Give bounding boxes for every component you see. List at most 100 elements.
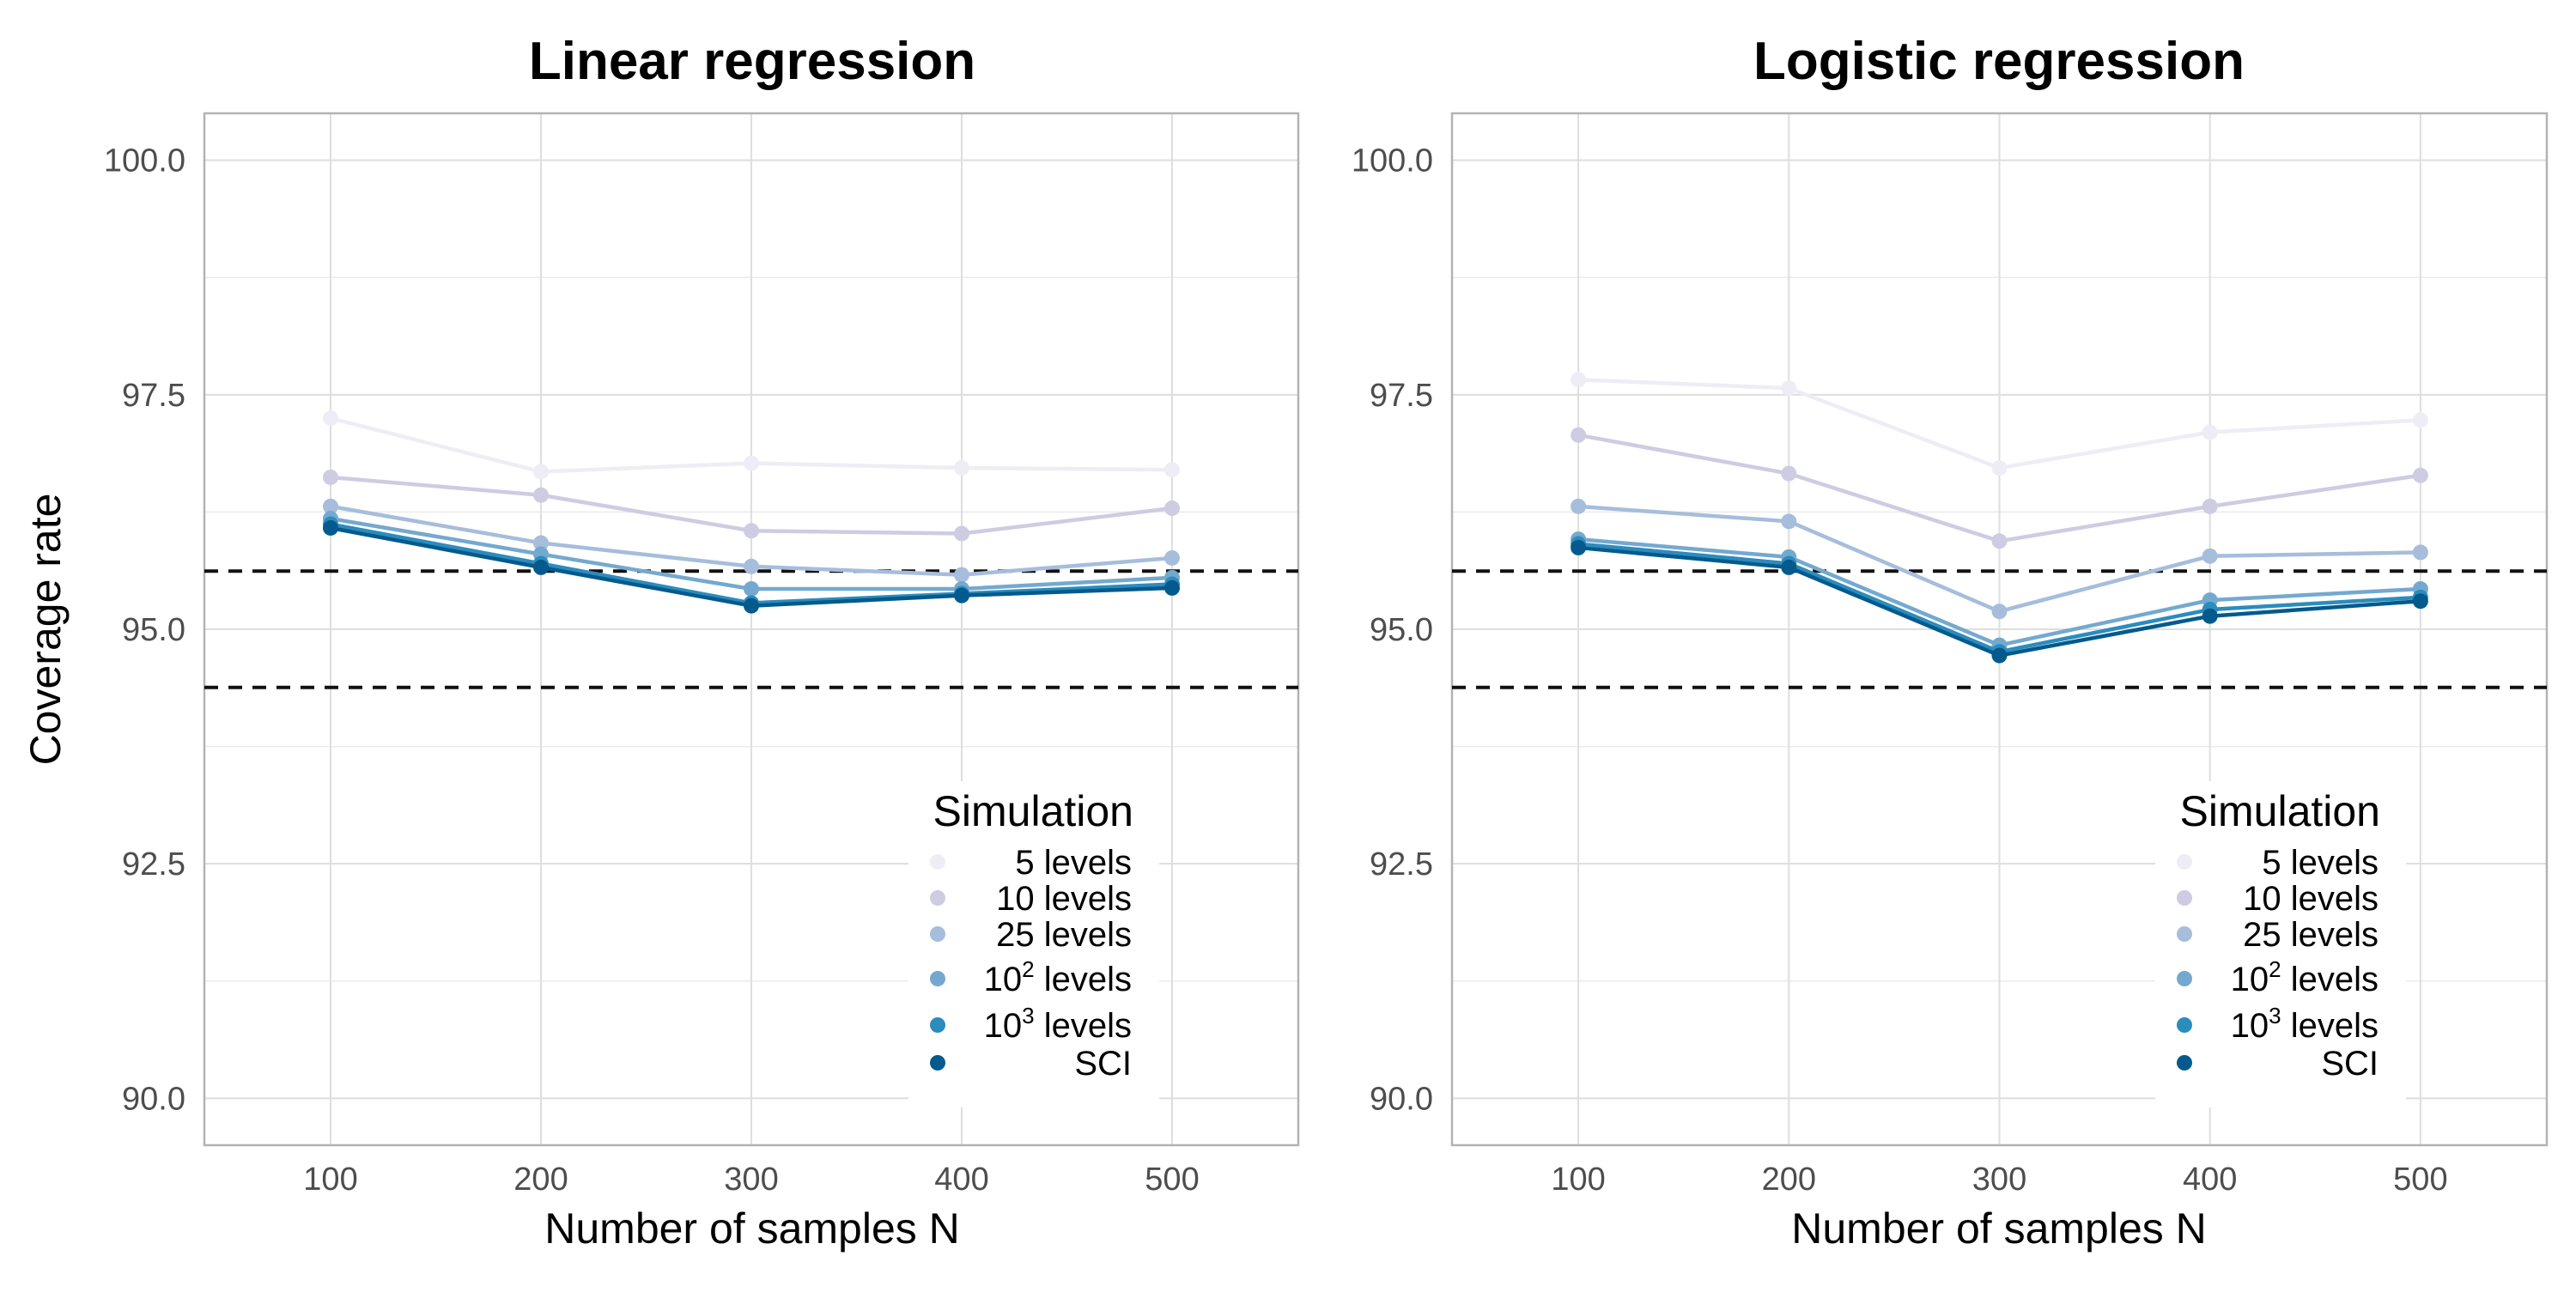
x-axis-title: Number of samples N [544,1204,960,1253]
x-axis-title: Number of samples N [1791,1204,2207,1253]
data-point-sci [1164,579,1180,596]
legend-title: Simulation [933,787,1133,835]
x-tick-label: 300 [724,1162,778,1198]
panel-logistic: 90.0 92.5 95.0 97.5 100.0 100 200 300 400 500 Logi… [1352,32,2549,1253]
panel-title: Logistic regression [1753,32,2245,91]
legend-label: SCI [2321,1045,2379,1083]
x-tick-label: 200 [1762,1162,1816,1198]
legend-key-10e3-levels [2177,1017,2192,1033]
legend-key-10e2-levels [2177,971,2192,986]
data-point-5-levels [323,410,338,427]
data-point-10-levels [1781,465,1797,482]
x-tick-label: 200 [513,1162,568,1198]
data-point-5-levels [1164,462,1180,478]
data-point-10e2-levels [744,581,759,597]
data-point-sci [533,559,549,575]
legend-background [2155,781,2406,1107]
legend-key-25-levels [2177,926,2192,942]
panel-border [203,112,1300,1147]
x-tick-label: 100 [303,1162,357,1198]
legend-label: 102 levels [984,956,1132,998]
data-point-sci [1781,559,1797,575]
data-point-5-levels [2202,424,2218,440]
data-point-sci [323,519,338,536]
data-point-sci [1571,539,1587,555]
data-point-10-levels [1991,533,2008,549]
data-point-sci [1991,647,2008,664]
legend-label: 102 levels [2231,956,2379,998]
legend-key-sci [2177,1055,2192,1071]
panel-linear: 90.0 92.5 95.0 97.5 100.0 100 200 300 400 500 Line… [21,32,1300,1253]
legend-label: 25 levels [2243,916,2379,954]
x-tick-label: 100 [1551,1162,1605,1198]
y-tick-label: 95.0 [122,612,185,648]
y-tick-label: 90.0 [1370,1081,1433,1117]
data-point-10-levels [533,487,549,503]
legend-label: 5 levels [1015,844,1132,882]
x-tick-label: 300 [1972,1162,2026,1198]
legend-key-5-levels [930,854,945,870]
legend-key-10-levels [930,890,945,906]
x-tick-label: 500 [1145,1162,1199,1198]
legend-key-5-levels [2177,854,2192,870]
x-tick-label: 400 [2183,1162,2237,1198]
data-point-10-levels [1571,427,1587,443]
data-point-sci [744,597,759,614]
legend-title: Simulation [2180,787,2380,835]
panel-title: Linear regression [529,32,975,91]
data-point-25-levels [1571,498,1587,514]
data-point-25-levels [1164,549,1180,566]
x-tick-label: 400 [934,1162,988,1198]
data-point-5-levels [2412,412,2428,428]
legend-label: 5 levels [2262,844,2379,882]
y-tick-label: 92.5 [1370,846,1433,883]
y-tick-label: 97.5 [122,378,185,414]
data-point-5-levels [1571,372,1587,388]
data-point-25-levels [2202,548,2218,564]
legend-label: 103 levels [984,1003,1132,1045]
data-point-10-levels [954,525,969,542]
data-point-5-levels [744,455,759,471]
x-tick-label: 500 [2393,1162,2447,1198]
data-point-sci [2202,608,2218,624]
data-point-10-levels [744,523,759,539]
data-point-5-levels [1781,380,1797,397]
data-point-25-levels [1781,513,1797,530]
panel-border [1450,112,2549,1147]
y-axis-title: Coverage rate [21,494,70,766]
data-point-25-levels [954,567,969,583]
data-point-10-levels [2202,498,2218,514]
data-point-5-levels [533,464,549,480]
data-point-25-levels [533,535,549,551]
data-point-5-levels [954,460,969,476]
data-point-10-levels [323,469,338,485]
data-point-sci [954,587,969,604]
legend-label: 10 levels [996,880,1132,918]
y-tick-label: 90.0 [122,1081,185,1117]
legend-label: 10 levels [2243,880,2379,918]
legend-key-sci [930,1055,945,1071]
legend-background [908,781,1159,1107]
data-point-25-levels [323,498,338,514]
y-tick-label: 100.0 [1352,143,1433,179]
legend-key-10-levels [2177,890,2192,906]
legend-key-25-levels [930,926,945,942]
y-tick-label: 97.5 [1370,378,1433,414]
data-point-25-levels [744,558,759,574]
data-point-10-levels [2412,467,2428,483]
y-tick-label: 95.0 [1370,612,1433,648]
data-point-sci [2412,593,2428,610]
y-tick-label: 92.5 [122,846,185,883]
data-point-25-levels [2412,544,2428,561]
data-point-10-levels [1164,500,1180,517]
data-point-5-levels [1991,460,2008,476]
legend-label: 25 levels [996,916,1132,954]
legend-key-10e3-levels [930,1017,945,1033]
legend-label: 103 levels [2231,1003,2379,1045]
legend-label: SCI [1074,1045,1132,1083]
data-point-25-levels [1991,604,2008,620]
